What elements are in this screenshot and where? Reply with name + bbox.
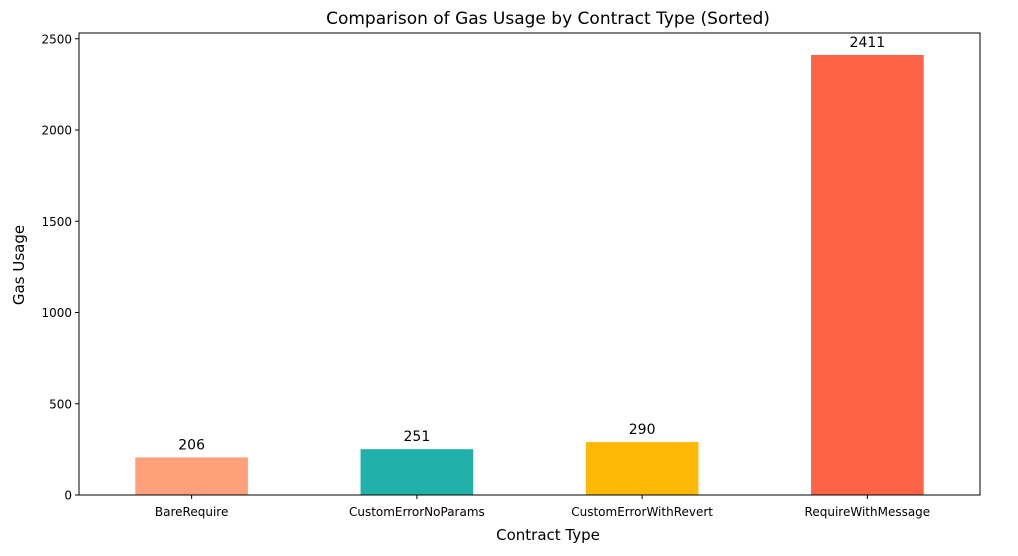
x-axis-label: Contract Type — [496, 526, 600, 544]
x-tick-label: BareRequire — [155, 505, 228, 519]
data-label: 206 — [178, 437, 205, 453]
plot-area: 206 BareRequire 251 CustomErrorNoParams 290 C… — [41, 32, 981, 519]
x-tick-label: CustomErrorNoParams — [349, 505, 485, 519]
data-label: 2411 — [850, 35, 886, 51]
bar-customerrornoparams — [360, 449, 474, 495]
data-label: 251 — [404, 429, 431, 445]
y-tick-label: 500 — [49, 397, 72, 411]
bar-barerequire — [135, 457, 248, 495]
chart-title: Comparison of Gas Usage by Contract Type… — [326, 9, 770, 29]
bar-requirewithmessage — [811, 55, 924, 495]
y-tick-label: 2500 — [41, 32, 72, 46]
bar-customerrorwithrevert — [585, 442, 699, 495]
y-tick-label: 2000 — [41, 124, 72, 138]
y-axis-label: Gas Usage — [10, 225, 28, 305]
x-tick-label: RequireWithMessage — [805, 505, 931, 519]
x-tick-label: CustomErrorWithRevert — [571, 505, 713, 519]
y-tick-label: 0 — [64, 489, 72, 503]
y-tick-label: 1000 — [41, 306, 72, 320]
axes-frame — [78, 32, 981, 496]
data-label: 290 — [629, 422, 656, 438]
y-tick-label: 1500 — [41, 215, 72, 229]
